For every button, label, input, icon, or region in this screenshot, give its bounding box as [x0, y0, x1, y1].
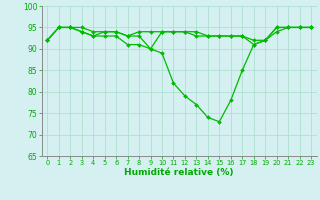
X-axis label: Humidité relative (%): Humidité relative (%) [124, 168, 234, 177]
